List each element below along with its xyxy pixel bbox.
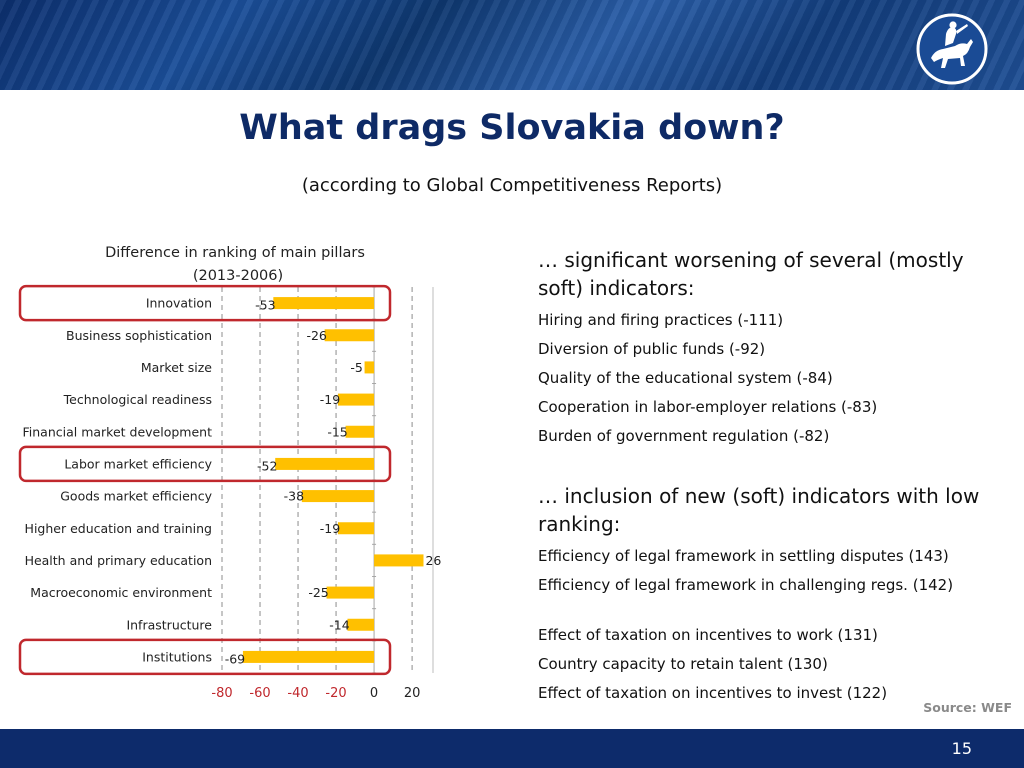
list1-item: Cooperation in labor-employer relations … xyxy=(538,398,878,416)
category-label: Technological readiness xyxy=(63,392,212,407)
category-label: Business sophistication xyxy=(66,328,212,343)
banner-texture xyxy=(0,0,1024,90)
bar xyxy=(324,329,375,342)
list2-item: Effect of taxation on incentives to work… xyxy=(538,626,878,644)
source-note: Source: WEF xyxy=(923,700,1012,715)
list2-item: Effect of taxation on incentives to inve… xyxy=(538,684,888,702)
value-label: -14 xyxy=(329,617,349,632)
list2-item: Efficiency of legal framework in settlin… xyxy=(538,547,949,565)
value-label: -53 xyxy=(255,298,275,313)
value-label: -19 xyxy=(320,521,340,536)
category-label: Infrastructure xyxy=(126,617,212,632)
x-tick-label: 0 xyxy=(370,686,378,701)
chart-title-line-1: Difference in ranking of main pillars xyxy=(105,245,365,261)
category-label: Health and primary education xyxy=(25,553,212,568)
category-label: Labor market efficiency xyxy=(64,456,212,471)
value-label: -26 xyxy=(306,328,326,343)
bar xyxy=(337,393,375,406)
value-label: -19 xyxy=(320,392,340,407)
x-tick-label: -60 xyxy=(249,686,270,701)
highlight-box xyxy=(18,284,392,322)
value-label: 26 xyxy=(425,553,441,568)
list2-item: Country capacity to retain talent (130) xyxy=(538,655,828,673)
bar xyxy=(301,490,375,503)
chart-title-line-2: (2013-2006) xyxy=(193,268,283,284)
chart-bars xyxy=(242,297,424,663)
chart-x-ticks: -80 -60 -40 -20 0 20 xyxy=(211,686,420,701)
chart-value-labels: -53 -26 -5 -19 -15 -52 -38 -19 26 -25 -14 -69 xyxy=(225,298,442,667)
x-tick-label: 20 xyxy=(404,686,421,701)
bar xyxy=(275,457,375,470)
bar xyxy=(364,361,375,374)
highlight-box xyxy=(18,445,392,483)
header-banner xyxy=(0,0,1024,90)
footer-bar: 15 xyxy=(0,729,1024,768)
category-label: Macroeconomic environment xyxy=(30,585,212,600)
ranking-bar-chart: Difference in ranking of main pillars (2… xyxy=(18,245,442,701)
category-label: Market size xyxy=(141,360,212,375)
slide-subtitle: (according to Global Competitiveness Rep… xyxy=(301,175,723,196)
university-logo-icon xyxy=(916,13,988,85)
page-number: 15 xyxy=(951,739,972,758)
x-tick-label: -20 xyxy=(325,686,346,701)
value-label: -5 xyxy=(350,360,362,375)
slide-title: What drags Slovakia down? xyxy=(239,108,785,148)
bar xyxy=(337,522,375,535)
list1-item: Burden of government regulation (-82) xyxy=(538,427,830,445)
x-tick-label: -40 xyxy=(287,686,308,701)
category-label: Higher education and training xyxy=(25,521,212,536)
list2-item: Efficiency of legal framework in challen… xyxy=(538,576,954,594)
value-label: -15 xyxy=(327,424,347,439)
bar xyxy=(347,618,375,631)
list1-item: Hiring and firing practices (-111) xyxy=(538,311,784,329)
value-label: -38 xyxy=(284,489,304,504)
list1-item: Diversion of public funds (-92) xyxy=(538,340,766,358)
category-label: Innovation xyxy=(146,296,212,311)
category-label: Goods market efficiency xyxy=(60,489,212,504)
value-label: -52 xyxy=(257,458,277,473)
category-label: Institutions xyxy=(142,649,212,664)
x-tick-label: -80 xyxy=(211,686,232,701)
value-label: -25 xyxy=(308,585,328,600)
chart-highlight-boxes xyxy=(18,284,392,676)
right-heading-1: … significant worsening of several (most… xyxy=(538,248,964,300)
bar xyxy=(374,554,424,567)
value-label: -69 xyxy=(225,651,245,666)
highlight-box xyxy=(18,638,392,676)
bar xyxy=(273,297,375,310)
list1-item: Quality of the educational system (-84) xyxy=(538,369,833,387)
bar xyxy=(345,425,375,438)
category-label: Financial market development xyxy=(22,424,212,439)
chart-category-labels: Innovation Business sophistication Market … xyxy=(22,296,212,665)
bar xyxy=(326,586,375,599)
right-heading-2: … inclusion of new (soft) indicators wit… xyxy=(538,484,980,536)
bar xyxy=(242,650,375,663)
